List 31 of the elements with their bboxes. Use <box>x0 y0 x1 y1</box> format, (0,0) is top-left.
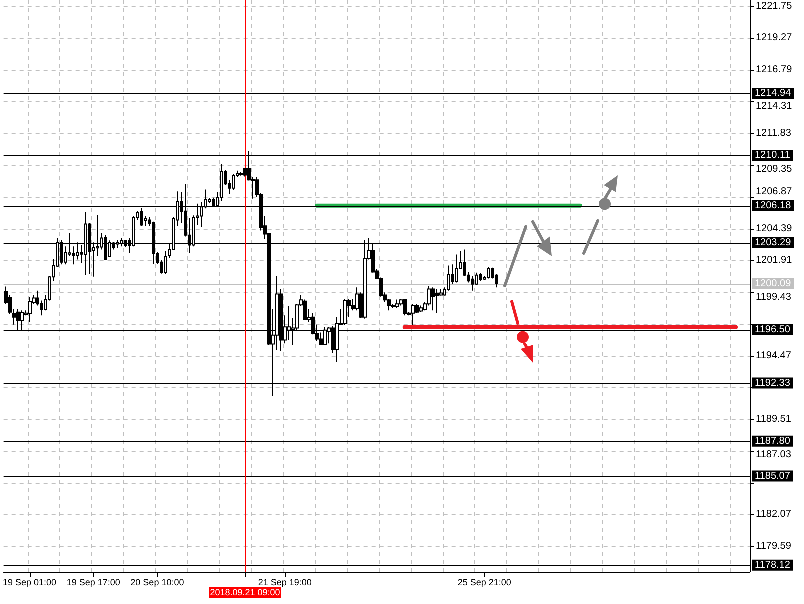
y-tick-label: 1194.47 <box>756 350 792 362</box>
y-tick-label: 1214.31 <box>756 101 793 112</box>
y-tick-label: 1209.35 <box>756 164 793 175</box>
x-tick-label: 19 Sep 01:00 <box>2 578 57 588</box>
y-tick-label: 1204.39 <box>756 223 793 234</box>
ref-line-label: 1214.94 <box>755 88 792 100</box>
ref-line-label: 1200.09 <box>755 278 792 290</box>
ref-line-label: 1206.18 <box>755 200 792 212</box>
y-tick-label: 1201.91 <box>756 255 793 266</box>
ref-line-label: 1185.07 <box>755 470 791 482</box>
y-tick-label: 1216.79 <box>756 64 793 76</box>
x-tick-label: 21 Sep 19:00 <box>258 578 312 588</box>
y-tick-label: 1189.51 <box>756 414 792 425</box>
ref-line-label: 1192.33 <box>755 378 791 389</box>
y-tick-label: 1199.43 <box>756 292 792 303</box>
x-tick-label: 19 Sep 17:00 <box>66 578 120 588</box>
ref-line-label: 1187.80 <box>755 436 791 447</box>
ref-line-label: 1203.29 <box>755 237 792 248</box>
x-tick-label: 25 Sep 21:00 <box>458 578 512 588</box>
x-tick-label: 2018.09.21 09:00 <box>210 588 280 598</box>
y-tick-label: 1219.27 <box>756 32 793 44</box>
y-tick-label: 1182.07 <box>756 509 792 520</box>
y-tick-label: 1206.87 <box>756 186 793 198</box>
ref-line-label: 1178.12 <box>755 560 791 571</box>
y-tick-label: 1211.83 <box>756 128 792 139</box>
ref-line-label: 1210.11 <box>755 150 791 162</box>
y-tick-label: 1187.03 <box>756 450 792 461</box>
x-tick-label: 20 Sep 10:00 <box>130 578 184 588</box>
y-tick-label: 1221.75 <box>756 0 793 12</box>
ref-line-label: 1196.50 <box>755 324 791 336</box>
y-tick-label: 1179.59 <box>756 541 792 552</box>
